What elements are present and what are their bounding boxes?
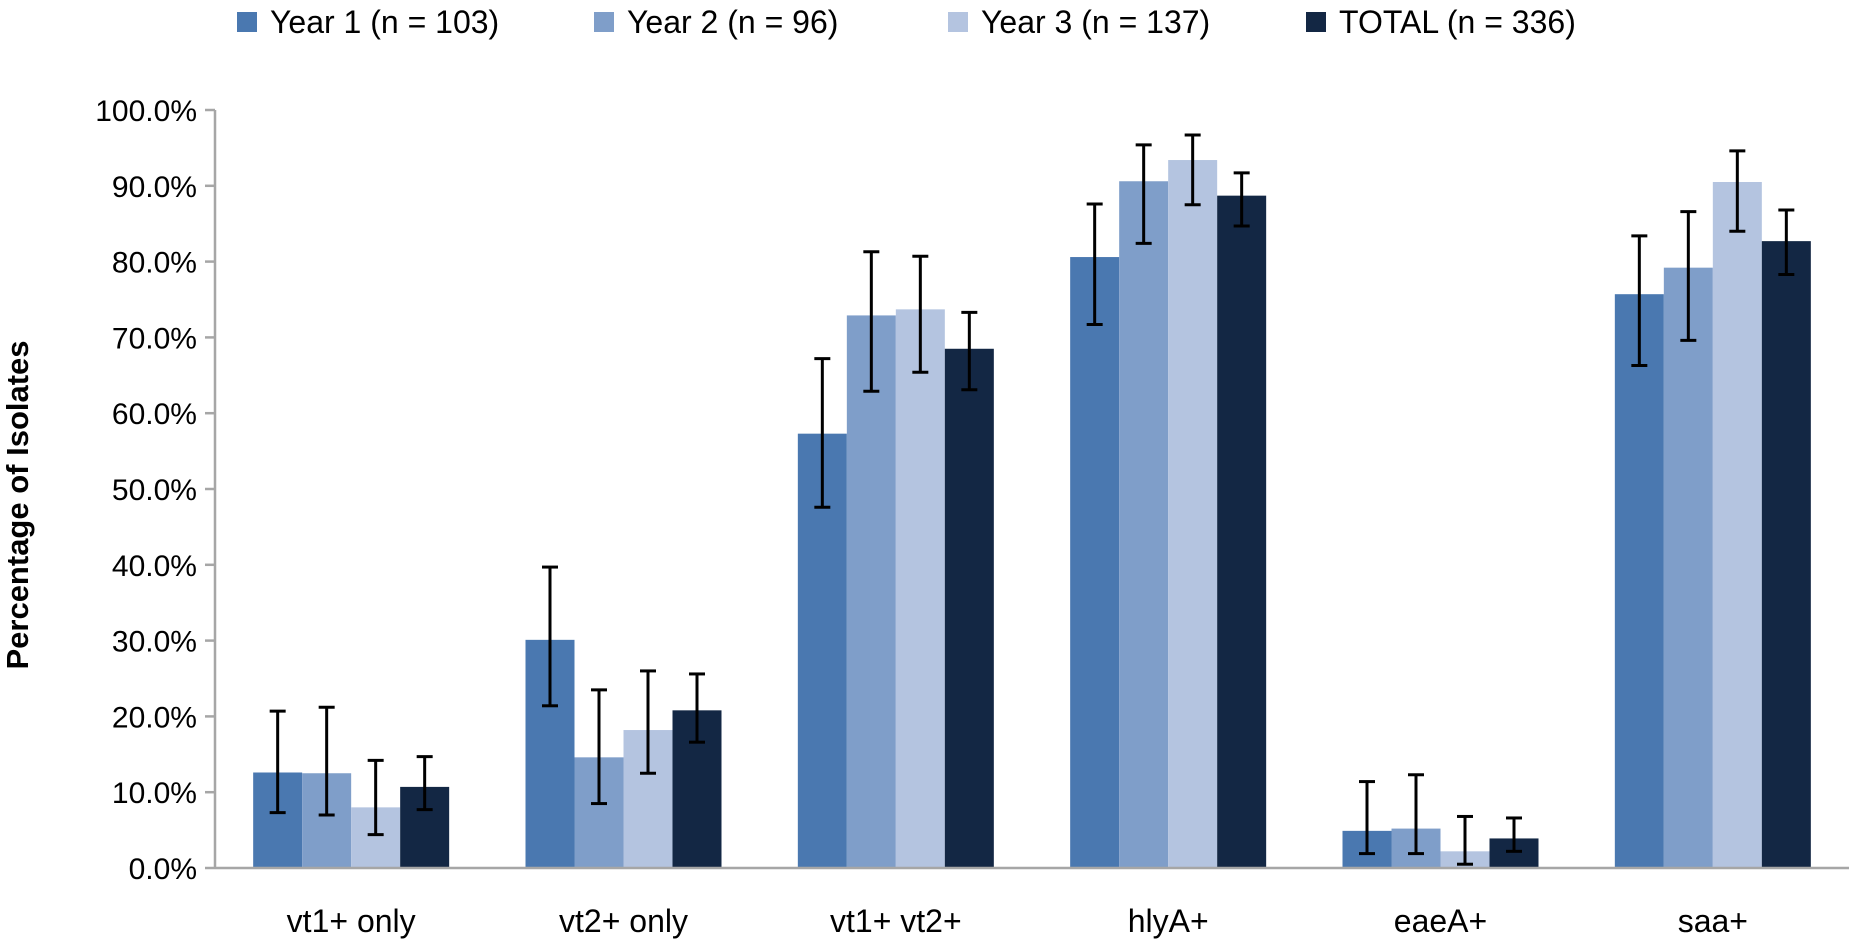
legend-swatch — [1306, 12, 1326, 32]
y-tick-label: 20.0% — [112, 701, 197, 734]
legend-label: Year 2 (n = 96) — [627, 4, 838, 40]
x-tick-label: vt1+ only — [287, 903, 416, 939]
bar — [846, 315, 896, 869]
y-tick-label: 70.0% — [112, 322, 197, 355]
bar — [1614, 294, 1664, 869]
bar — [1217, 195, 1267, 869]
y-tick-label: 30.0% — [112, 626, 197, 659]
bar — [1761, 241, 1811, 868]
y-tick-label: 90.0% — [112, 171, 197, 204]
y-tick-label: 10.0% — [112, 777, 197, 810]
bar — [1663, 267, 1713, 868]
legend-swatch — [237, 12, 257, 32]
x-tick-label: hlyA+ — [1128, 903, 1209, 939]
x-tick-label: vt2+ only — [559, 903, 688, 939]
legend-label: Year 1 (n = 103) — [270, 4, 499, 40]
y-axis-ticks: 0.0% 10.0% 20.0% 30.0% 40.0% 50.0% 60.0% 70.0% 8… — [95, 95, 215, 886]
legend-label: Year 3 (n = 137) — [981, 4, 1210, 40]
x-tick-label: eaeA+ — [1394, 903, 1487, 939]
x-tick-label: saa+ — [1678, 903, 1748, 939]
bar — [1119, 181, 1169, 868]
category-labels: vt1+ only vt2+ only vt1+ vt2+ hlyA+ eaeA+ saa… — [287, 903, 1748, 939]
y-axis-title: Percentage of Isolates — [0, 340, 35, 669]
y-tick-label: 50.0% — [112, 474, 197, 507]
y-tick-label: 100.0% — [95, 95, 197, 128]
bar — [944, 348, 994, 868]
y-tick-label: 40.0% — [112, 550, 197, 583]
bar — [895, 309, 945, 868]
legend-label: TOTAL (n = 336) — [1339, 4, 1576, 40]
y-tick-label: 60.0% — [112, 398, 197, 431]
bar — [1070, 257, 1120, 868]
legend-swatch — [594, 12, 614, 32]
y-tick-label: 80.0% — [112, 247, 197, 280]
y-tick-label: 0.0% — [129, 853, 197, 886]
legend-swatch — [948, 12, 968, 32]
bar — [1712, 182, 1762, 868]
error-bars — [269, 133, 1795, 866]
bars — [253, 160, 1811, 869]
legend: Year 1 (n = 103) Year 2 (n = 96) Year 3 (n… — [237, 4, 1576, 40]
bar — [1168, 160, 1218, 868]
x-tick-label: vt1+ vt2+ — [830, 903, 962, 939]
